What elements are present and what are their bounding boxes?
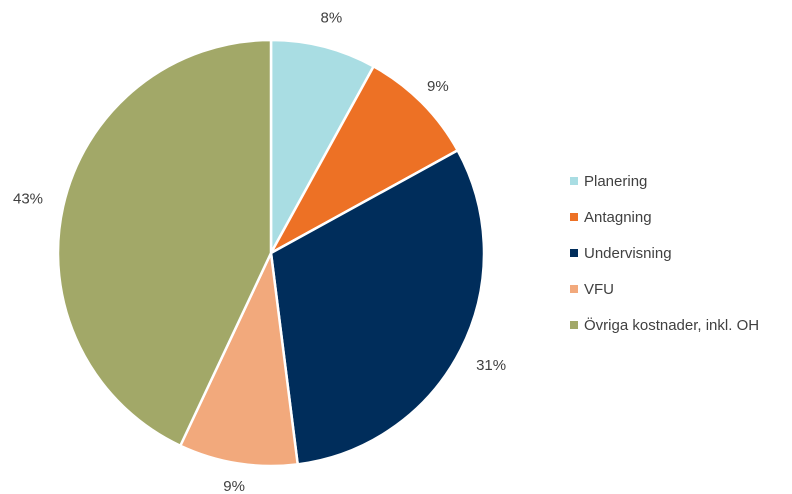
legend-label-ovriga-kostnader-inkl-oh: Övriga kostnader, inkl. OH (584, 316, 759, 334)
pie-slice-undervisning (269, 149, 486, 466)
legend-swatch-undervisning (570, 249, 578, 257)
legend-swatch-vfu (570, 285, 578, 293)
legend-label-antagning: Antagning (584, 209, 652, 226)
legend-label-planering: Planering (584, 173, 647, 190)
percent-label-ovriga-kostnader-inkl-oh: 43% (13, 191, 43, 208)
legend-swatch-antagning (570, 213, 578, 221)
percent-label-antagning: 9% (427, 78, 449, 95)
legend: Planering Antagning Undervisning VFU Övriga … (570, 173, 759, 334)
pie-slice-vfu (179, 251, 299, 468)
legend-swatch-ovriga-kostnader-inkl-oh (570, 321, 578, 329)
pie-slice-planering (269, 38, 375, 255)
pie-slices (56, 38, 486, 468)
percent-label-vfu: 9% (223, 478, 245, 494)
percent-label-planering: 8% (321, 10, 343, 27)
legend-swatch-planering (570, 177, 578, 185)
legend-label-undervisning: Undervisning (584, 245, 672, 262)
pie-slice-ovriga-kostnader-inkl-oh (56, 38, 273, 447)
legend-label-vfu: VFU (584, 281, 614, 298)
percent-labels: 8% 9% 31% 9% 43% (13, 10, 506, 494)
pie-slice-antagning (269, 65, 459, 255)
percent-label-undervisning: 31% (476, 357, 506, 374)
